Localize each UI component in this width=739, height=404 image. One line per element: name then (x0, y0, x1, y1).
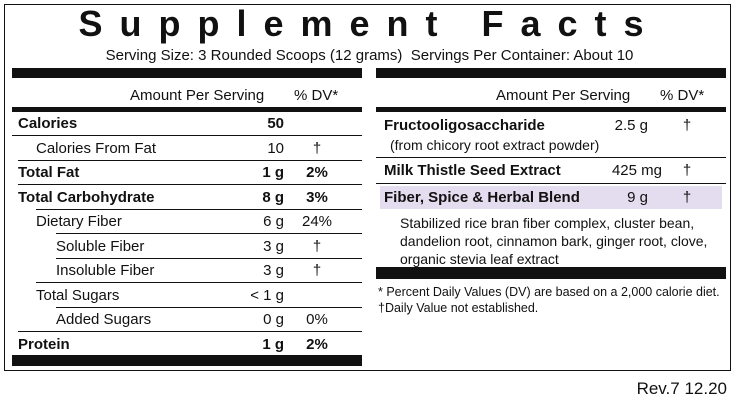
footnote: †Daily Value not established. (378, 301, 539, 315)
dv: 24% (301, 213, 333, 230)
right-header-amount: Amount Per Serving (496, 87, 631, 104)
rule (376, 157, 726, 158)
rule (36, 208, 362, 210)
nutrient-name: Fructooligosaccharide (384, 117, 545, 134)
rule (18, 184, 362, 185)
amount: 3 g (263, 262, 284, 279)
thick-bar (376, 68, 726, 78)
amount: 2.5 g (614, 117, 648, 134)
dv: † (312, 237, 322, 255)
dv: † (312, 262, 322, 279)
thick-bar (12, 68, 362, 78)
revision: Rev.7 12.20 (636, 379, 727, 398)
medium-bar (12, 107, 362, 112)
footnote: * Percent Daily Values (DV) are based on… (378, 285, 720, 299)
nutrient-name: Fiber, Spice & Herbal Blend (384, 189, 580, 206)
rule (12, 135, 362, 136)
amount: 425 mg (611, 162, 662, 179)
rule (56, 233, 362, 234)
amount: 6 g (263, 213, 284, 230)
rule (18, 159, 362, 161)
amount: 9 g (627, 189, 648, 206)
dv: † (682, 162, 692, 179)
dv: † (682, 117, 692, 134)
rule (36, 282, 362, 283)
amount: 8 g (262, 188, 284, 206)
nutrient-name: Calories From Fat (36, 139, 157, 157)
dv: 0% (306, 311, 328, 328)
nutrient-name: Soluble Fiber (56, 237, 145, 255)
thick-bar (376, 267, 726, 279)
amount: 1 g (262, 164, 284, 181)
nutrient-name: Total Carbohydrate (18, 188, 155, 206)
nutrient-name: Total Fat (18, 164, 80, 181)
rule (56, 306, 362, 308)
rule (18, 331, 362, 332)
amount: 3 g (263, 237, 284, 255)
title: Supplement Facts (78, 3, 661, 44)
rule (56, 257, 362, 259)
nutrient-name: Calories (18, 115, 78, 132)
note: (from chicory root extract powder) (390, 137, 600, 153)
medium-bar (376, 107, 726, 112)
amount: 1 g (262, 335, 284, 353)
amount: 10 (267, 139, 284, 157)
nutrient-name: Milk Thistle Seed Extract (384, 162, 561, 179)
dv: † (312, 139, 322, 157)
ingredients: Stabilized rice bran fiber complex, clus… (400, 215, 708, 267)
nutrient-name: Protein (18, 335, 70, 353)
rule (376, 183, 726, 184)
dv: 2% (306, 335, 328, 353)
serving-line: Serving Size: 3 Rounded Scoops (12 grams… (105, 47, 634, 64)
amount: < 1 g (250, 286, 284, 304)
dv: † (682, 189, 692, 206)
dv: 2% (306, 164, 328, 181)
nutrient-name: Added Sugars (56, 311, 152, 328)
amount: 50 (267, 115, 284, 132)
highlight (380, 186, 722, 209)
left-header-amount: Amount Per Serving (130, 87, 265, 104)
dv: 3% (306, 188, 328, 206)
nutrient-name: Dietary Fiber (36, 213, 122, 230)
right-header-dv: % DV* (660, 87, 705, 104)
thick-bar (12, 355, 362, 366)
label-border (4, 4, 731, 371)
amount: 0 g (263, 311, 284, 328)
nutrient-name: Insoluble Fiber (56, 262, 155, 279)
left-header-dv: % DV* (294, 87, 339, 104)
nutrient-name: Total Sugars (36, 286, 120, 304)
